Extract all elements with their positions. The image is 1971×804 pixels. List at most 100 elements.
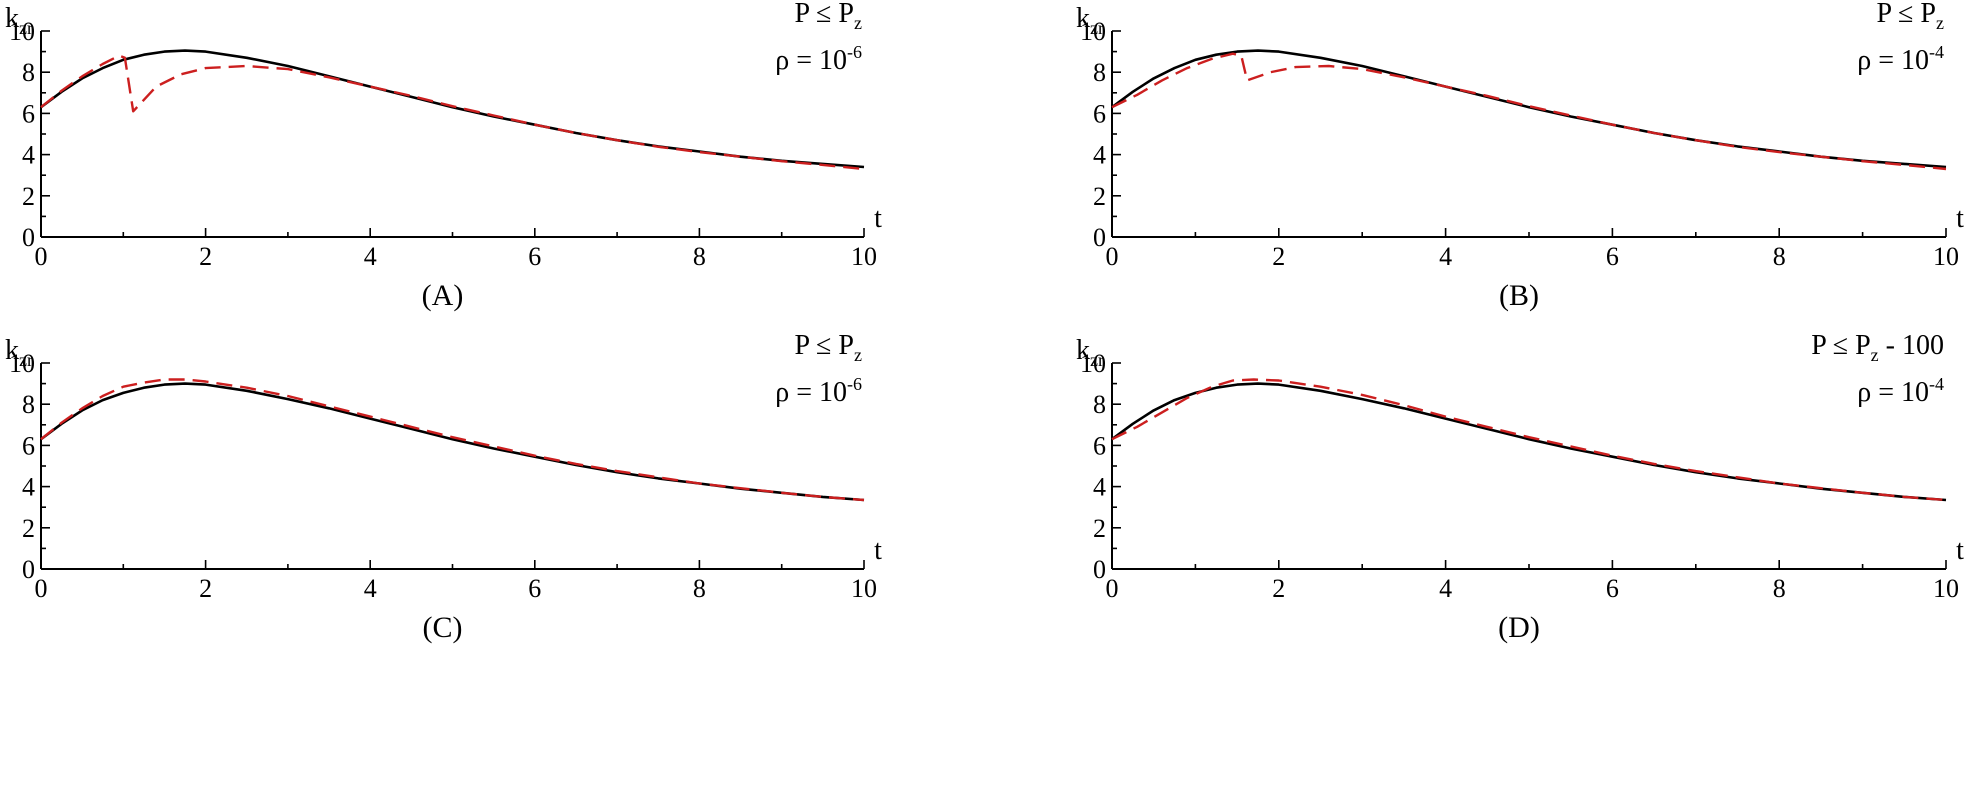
y-axis-label-sub: zr	[1090, 350, 1104, 370]
y-axis-label-sub: zr	[1090, 18, 1104, 38]
x-tick-label: 10	[1933, 574, 1959, 603]
y-axis-label-main: k	[1076, 3, 1090, 34]
x-tick-label: 4	[1439, 242, 1452, 271]
series-line-solid	[40, 49, 865, 169]
annotation-pressure-main: P ≤ P	[795, 0, 854, 29]
annotation-pressure-sub: z	[854, 13, 862, 33]
y-tick-label: 6	[22, 431, 35, 460]
x-axis-label: t	[1956, 203, 1964, 234]
y-axis-label: kzr	[1076, 3, 1104, 38]
panel-caption: (C)	[423, 611, 463, 644]
y-tick-label: 0	[1093, 223, 1106, 252]
x-tick-label: 4	[1439, 574, 1452, 603]
annotation-rho: ρ = 10-4	[1857, 42, 1944, 76]
x-tick-label: 2	[199, 574, 212, 603]
annotation-pressure: P ≤ Pz	[795, 330, 862, 365]
y-tick-label: 10	[9, 349, 35, 378]
y-axis-label-sub: zr	[19, 350, 33, 370]
annotation-rho-main: ρ = 10	[775, 45, 847, 76]
x-axis-label: t	[1956, 535, 1964, 566]
annotation-pressure-suffix: - 100	[1879, 330, 1944, 361]
y-tick-label: 4	[22, 141, 35, 170]
y-axis-label: kzr	[1076, 335, 1104, 370]
x-tick-label: 6	[528, 574, 541, 603]
x-tick-label: 0	[1106, 574, 1119, 603]
annotation-pressure: P ≤ Pz - 100	[1811, 330, 1944, 365]
series-line-dashed	[40, 378, 865, 502]
y-axis-label-main: k	[1076, 335, 1090, 366]
x-axis-label: t	[874, 535, 882, 566]
annotation-rho-sup: -6	[847, 42, 862, 62]
y-tick-label: 4	[1093, 141, 1106, 170]
y-tick-label: 6	[1093, 99, 1106, 128]
annotation-pressure-main: P ≤ P	[1811, 330, 1870, 361]
y-tick-label: 10	[1080, 17, 1106, 46]
x-tick-label: 10	[851, 574, 877, 603]
annotation-pressure-main: P ≤ P	[795, 330, 854, 361]
y-tick-label: 6	[22, 99, 35, 128]
annotation-pressure-sub: z	[1871, 345, 1879, 365]
x-tick-label: 0	[35, 242, 48, 271]
annotation-rho-sup: -6	[847, 374, 862, 394]
x-tick-label: 4	[364, 242, 377, 271]
x-tick-label: 6	[1606, 242, 1619, 271]
annotation-rho-main: ρ = 10	[1857, 377, 1929, 408]
x-tick-label: 8	[693, 574, 706, 603]
y-tick-label: 2	[22, 182, 35, 211]
annotation-rho: ρ = 10-4	[1857, 374, 1944, 408]
x-tick-label: 10	[1933, 242, 1959, 271]
panel-caption: (D)	[1498, 611, 1540, 644]
annotation-rho-main: ρ = 10	[1857, 45, 1929, 76]
x-tick-label: 8	[693, 242, 706, 271]
y-tick-label: 2	[1093, 182, 1106, 211]
x-tick-label: 6	[528, 242, 541, 271]
series-line-dashed	[1111, 52, 1947, 171]
x-tick-label: 10	[851, 242, 877, 271]
panel-caption: (A)	[422, 279, 464, 312]
x-tick-label: 2	[1272, 574, 1285, 603]
x-tick-label: 0	[1106, 242, 1119, 271]
x-tick-label: 0	[35, 574, 48, 603]
annotation-rho-sup: -4	[1929, 374, 1944, 394]
x-tick-label: 6	[1606, 574, 1619, 603]
x-tick-label: 2	[1272, 242, 1285, 271]
x-tick-label: 2	[199, 242, 212, 271]
series-line-dashed	[40, 54, 865, 171]
series-line-solid	[1111, 49, 1947, 169]
y-axis-label-sub: zr	[19, 18, 33, 38]
x-tick-label: 4	[364, 574, 377, 603]
y-axis-label-main: k	[5, 335, 19, 366]
series-line-solid	[1111, 382, 1947, 502]
y-tick-label: 2	[22, 514, 35, 543]
annotation-rho-sup: -4	[1929, 42, 1944, 62]
y-tick-label: 8	[1093, 58, 1106, 87]
y-tick-label: 6	[1093, 431, 1106, 460]
y-axis-label: kzr	[5, 335, 33, 370]
y-axis-label: kzr	[5, 3, 33, 38]
x-tick-label: 8	[1773, 242, 1786, 271]
annotation-pressure: P ≤ Pz	[1877, 0, 1944, 33]
y-tick-label: 4	[22, 473, 35, 502]
y-tick-label: 2	[1093, 514, 1106, 543]
y-tick-label: 10	[9, 17, 35, 46]
y-tick-label: 10	[1080, 349, 1106, 378]
annotation-rho: ρ = 10-6	[775, 42, 862, 76]
y-tick-label: 8	[22, 58, 35, 87]
annotation-rho-main: ρ = 10	[775, 377, 847, 408]
annotation-pressure-main: P ≤ P	[1877, 0, 1936, 29]
x-tick-label: 8	[1773, 574, 1786, 603]
annotation-pressure-sub: z	[1936, 13, 1944, 33]
series-line-dashed	[1111, 378, 1947, 502]
y-tick-label: 8	[1093, 390, 1106, 419]
y-tick-label: 4	[1093, 473, 1106, 502]
annotation-rho: ρ = 10-6	[775, 374, 862, 408]
x-axis-label: t	[874, 203, 882, 234]
y-tick-label: 0	[22, 555, 35, 584]
annotation-pressure-sub: z	[854, 345, 862, 365]
annotation-pressure: P ≤ Pz	[795, 0, 862, 33]
